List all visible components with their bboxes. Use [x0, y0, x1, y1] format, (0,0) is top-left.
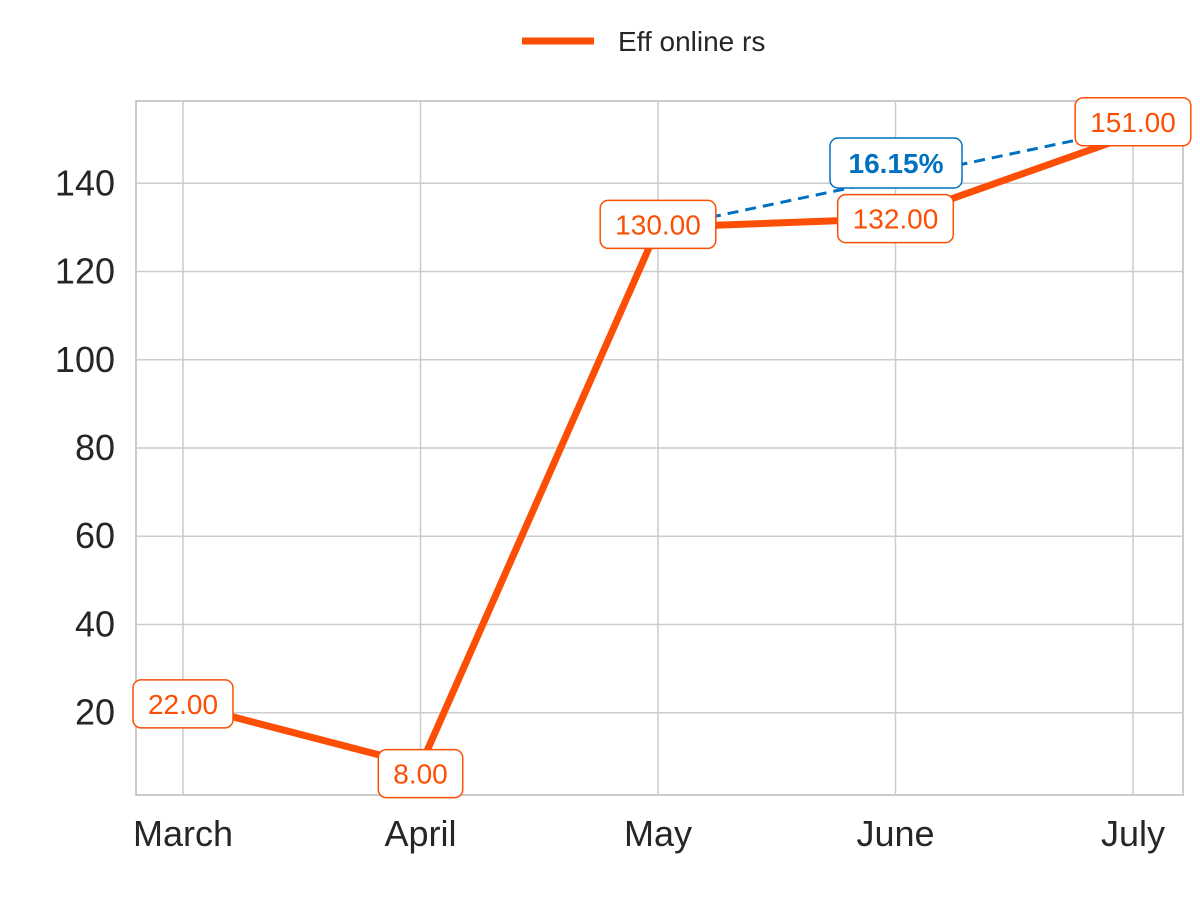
- growth-percentage-label: 16.15%: [849, 148, 944, 179]
- y-tick-label: 40: [75, 603, 115, 644]
- y-tick-label: 60: [75, 515, 115, 556]
- data-label: 22.00: [148, 689, 218, 720]
- x-tick-label: March: [133, 813, 233, 854]
- data-label-box: [377, 748, 464, 799]
- legend-label-eff-online-rs: Eff online rs: [618, 26, 765, 57]
- growth-label-box: [829, 137, 963, 189]
- x-tick-label: June: [856, 813, 934, 854]
- data-labels: 22.00 8.00 130.00 132.00 151.00: [132, 97, 1192, 799]
- y-tick-label: 80: [75, 427, 115, 468]
- y-tick-label: 140: [55, 162, 115, 203]
- data-label: 8.00: [393, 759, 448, 790]
- y-tick-label: 100: [55, 339, 115, 380]
- y-tick-label: 120: [55, 251, 115, 292]
- axis-ticks: March April May June July 20 40 60 80 100 120 140: [55, 162, 1165, 854]
- plot-area-frame: [135, 100, 1184, 796]
- data-label: 132.00: [853, 204, 939, 235]
- data-label-box: [599, 199, 717, 250]
- x-tick-label: April: [384, 813, 456, 854]
- data-label-box: [132, 679, 234, 729]
- data-label: 130.00: [615, 209, 701, 240]
- growth-annotation: 16.15%: [709, 137, 1079, 219]
- data-label-box: [1074, 97, 1192, 147]
- x-tick-label: May: [624, 813, 692, 854]
- y-tick-label: 20: [75, 692, 115, 733]
- legend: Eff online rs: [522, 26, 765, 57]
- data-label: 151.00: [1090, 107, 1176, 138]
- x-tick-label: July: [1101, 813, 1165, 854]
- data-label-box: [836, 193, 955, 244]
